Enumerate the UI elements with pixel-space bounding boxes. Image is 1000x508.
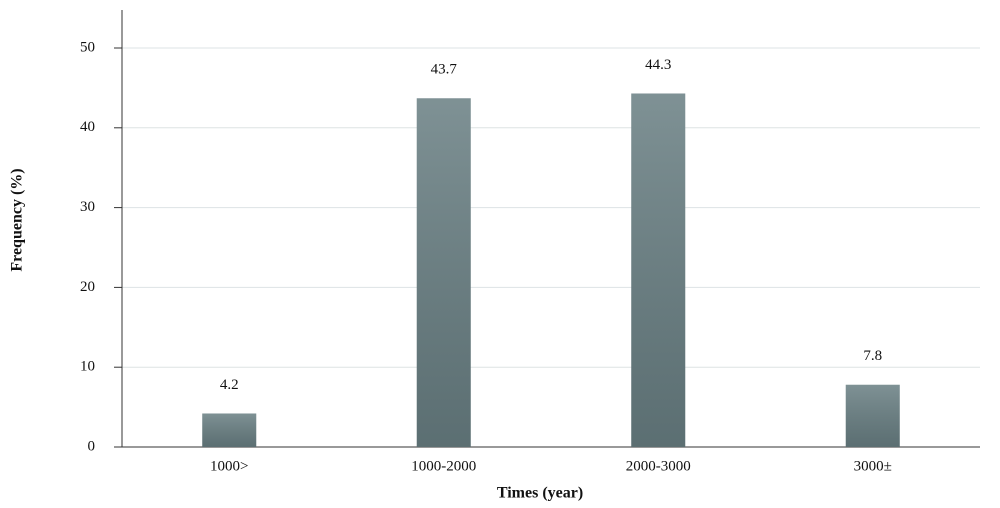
y-axis-title: Frequency (%) bbox=[9, 168, 26, 271]
data-label: 44.3 bbox=[645, 57, 671, 73]
bar-shade bbox=[631, 93, 686, 448]
x-tick-label: 1000> bbox=[210, 458, 248, 474]
x-axis-title: Times (year) bbox=[497, 485, 583, 502]
y-tick-label: 0 bbox=[88, 438, 96, 454]
x-tick-label: 2000-3000 bbox=[626, 458, 691, 474]
y-tick-label: 50 bbox=[80, 39, 95, 55]
data-label: 43.7 bbox=[431, 62, 458, 78]
x-tick-label: 1000-2000 bbox=[411, 458, 476, 474]
x-tick-label: 3000± bbox=[854, 458, 892, 474]
y-tick-label: 30 bbox=[80, 199, 95, 215]
bar-shade bbox=[202, 413, 257, 447]
data-label: 4.2 bbox=[220, 377, 239, 393]
bar-shade bbox=[416, 98, 471, 448]
y-tick-label: 40 bbox=[80, 119, 95, 135]
y-tick-label: 10 bbox=[80, 359, 95, 375]
bar-shade bbox=[845, 384, 900, 447]
data-label: 7.8 bbox=[863, 348, 882, 364]
y-tick-label: 20 bbox=[80, 279, 95, 295]
